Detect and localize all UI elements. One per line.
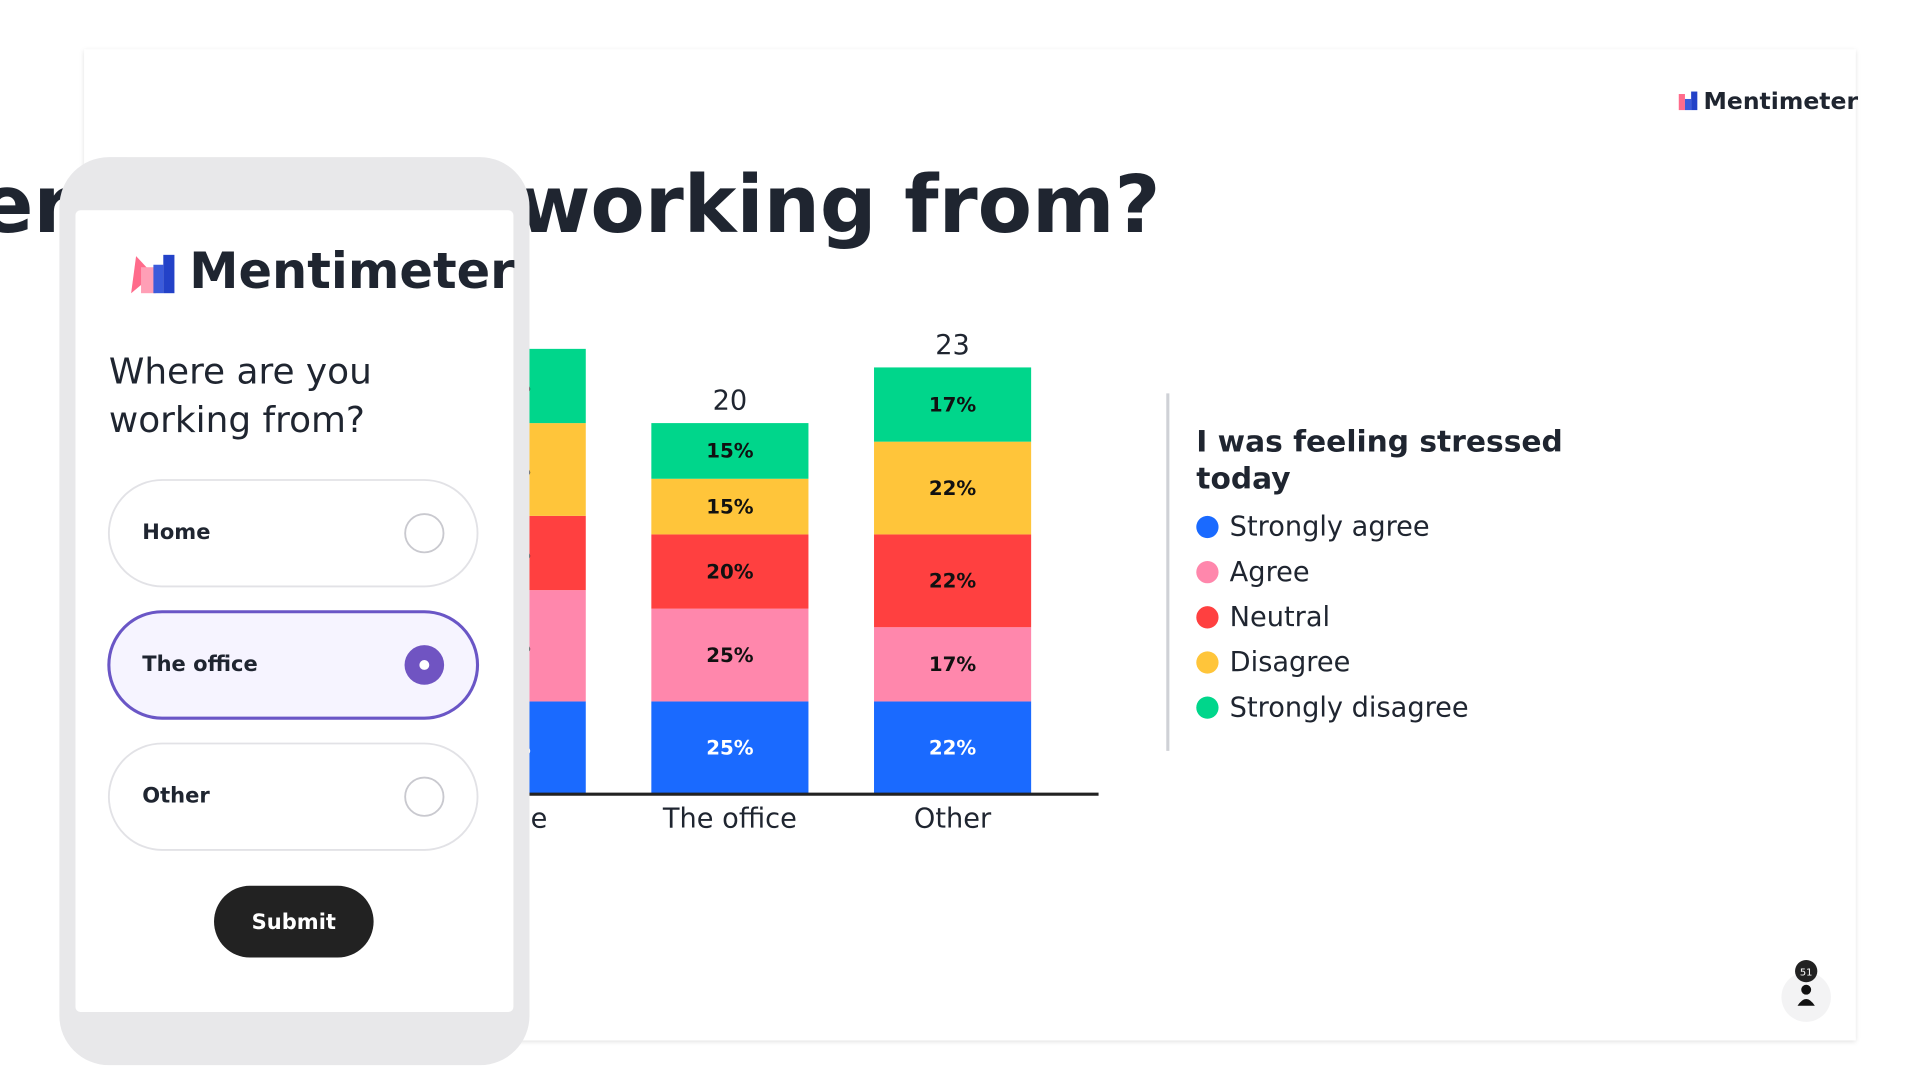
bar-segment [651, 701, 809, 795]
segment-label: 20% [706, 560, 754, 583]
brand-text: Mentimeter [1704, 87, 1859, 115]
option-label[interactable]: The office [142, 651, 257, 676]
segment-label: 15% [706, 495, 754, 518]
option[interactable]: The office [107, 610, 480, 720]
phone-question-line: working from? [109, 400, 365, 441]
radio[interactable] [404, 513, 445, 554]
radio-dot[interactable] [419, 660, 430, 670]
x-tick-label: Other [914, 804, 992, 835]
phone-question-line: Where are you [109, 352, 372, 393]
segment-label: 25% [706, 644, 754, 667]
legend-label: Disagree [1230, 647, 1351, 678]
option[interactable]: Home [107, 479, 479, 588]
legend-swatch [1196, 515, 1219, 539]
phone-logo: Mentimeter [131, 242, 515, 300]
option[interactable]: Other [107, 742, 479, 851]
segment-label: 25% [706, 737, 754, 760]
legend-label: Neutral [1230, 602, 1330, 633]
option-label[interactable]: Other [142, 783, 210, 808]
bar-segment [651, 478, 809, 535]
bar-total: 23 [935, 330, 970, 361]
options: Home The office Other [107, 479, 480, 851]
bar-segment [874, 534, 1032, 628]
submit-button[interactable]: Submit [214, 885, 374, 958]
phone: Mentimeter Where are you working from? H… [59, 157, 530, 1066]
legend-label: Strongly disagree [1230, 692, 1469, 723]
bar-segment [651, 534, 809, 609]
legend-swatch [1196, 651, 1219, 674]
bar-segment [651, 608, 809, 702]
option-label[interactable]: Home [142, 519, 210, 544]
legend-swatch [1196, 696, 1219, 719]
x-tick-label: The office [662, 804, 797, 835]
bar-total: 20 [713, 386, 748, 417]
segment-label: 17% [929, 653, 977, 676]
bar-segment [874, 441, 1032, 535]
submit-label[interactable]: Submit [252, 909, 336, 934]
option-box[interactable] [107, 742, 479, 851]
participant-counter: 51 [1781, 960, 1831, 1022]
legend-swatch [1196, 606, 1219, 629]
participant-count: 51 [1800, 967, 1813, 978]
option-box[interactable] [107, 479, 479, 588]
segment-label: 22% [929, 570, 977, 593]
bar-segment [874, 627, 1032, 702]
segment-label: 22% [929, 737, 977, 760]
segment-label: 15% [706, 440, 754, 463]
bar-segment [874, 367, 1032, 442]
option-box[interactable] [107, 610, 480, 720]
legend-label: Agree [1230, 557, 1310, 588]
radio[interactable] [404, 776, 445, 817]
bar-segment [874, 701, 1032, 795]
legend-title: I was feeling stressed [1196, 424, 1562, 459]
legend-label: Strongly agree [1230, 512, 1430, 543]
legend-swatch [1196, 561, 1219, 584]
segment-label: 22% [929, 477, 977, 500]
legend-title: today [1196, 461, 1290, 496]
segment-label: 17% [929, 393, 977, 416]
bar-segment [651, 423, 809, 479]
phone-brand: Mentimeter [189, 242, 515, 300]
slide-brand: Mentimeter [1678, 87, 1859, 115]
